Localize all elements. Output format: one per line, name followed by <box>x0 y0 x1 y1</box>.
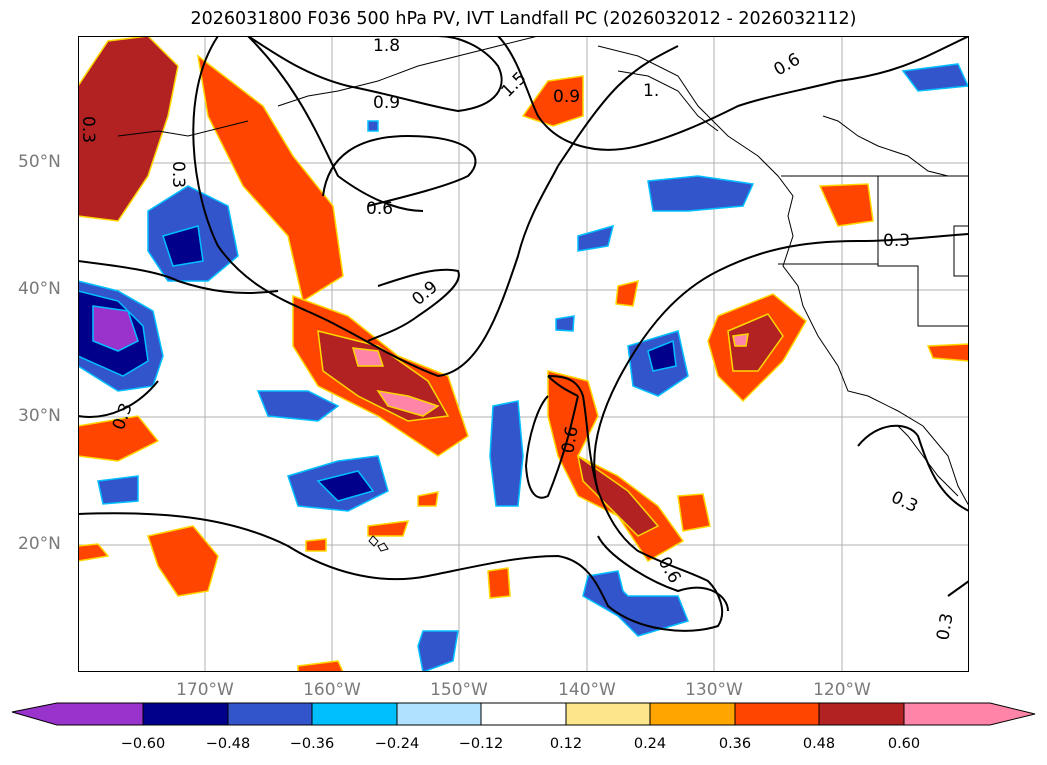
contour-label: 0.3 <box>933 612 957 642</box>
colorbar-tick: −0.36 <box>289 736 335 752</box>
lon-label: 130°W <box>685 680 743 700</box>
colorbar-segment <box>649 702 736 726</box>
contour-label: 0.6 <box>654 554 685 587</box>
pv-positive-sub <box>547 370 685 562</box>
colorbar-segment <box>734 702 820 726</box>
colorbar-segment <box>903 702 1036 726</box>
lat-label: 20°N <box>18 534 61 554</box>
contour-label: 0.3 <box>883 231 910 251</box>
contour-label: 0.9 <box>553 87 580 107</box>
colorbar-segment <box>396 702 482 726</box>
colorbar-tick: 0.12 <box>549 736 583 752</box>
colorbar-segment <box>142 702 229 726</box>
negative-pv-regions <box>78 63 969 672</box>
contour-label: 0.3 <box>888 487 921 517</box>
colorbar-tick: −0.12 <box>458 736 504 752</box>
pv-contours <box>78 36 969 632</box>
colorbar-tick: −0.60 <box>120 736 166 752</box>
colorbar-tick: −0.24 <box>374 736 420 752</box>
lon-label: 140°W <box>558 680 616 700</box>
map-area: 1.8 1.5 0.9 0.9 1. 0.6 0.3 0.3 0.6 0.3 0… <box>78 36 969 672</box>
colorbar-segment <box>565 702 651 726</box>
contour-label: 0.6 <box>771 49 804 80</box>
contour-label: 1. <box>643 81 659 101</box>
contour-label: 1.8 <box>373 36 400 56</box>
colorbar-tick: 0.24 <box>633 736 667 752</box>
colorbar-segment <box>227 702 313 726</box>
contour-label: 0.3 <box>78 116 98 143</box>
contour-label: 1.5 <box>497 68 530 101</box>
positive-pv-regions <box>78 36 969 672</box>
pv-positive-nw <box>78 36 179 222</box>
contour-label: 0.3 <box>168 161 188 188</box>
lat-label: 30°N <box>18 406 61 426</box>
contour-label: 0.6 <box>366 199 393 219</box>
map-title: 2026031800 F036 500 hPa PV, IVT Landfall… <box>190 9 857 29</box>
contour-label: 0.6 <box>558 425 582 455</box>
colorbar-segment <box>311 702 398 726</box>
colorbar-segment <box>11 702 144 726</box>
contour-label: 0.9 <box>408 277 442 310</box>
map-svg: 1.8 1.5 0.9 0.9 1. 0.6 0.3 0.3 0.6 0.3 0… <box>78 36 969 672</box>
lon-label: 120°W <box>813 680 871 700</box>
lat-label: 50°N <box>18 152 61 172</box>
lon-label: 150°W <box>430 680 488 700</box>
pv-positive-band <box>196 54 344 303</box>
colorbar-tick: −0.48 <box>205 736 251 752</box>
colorbar-tick: 0.36 <box>718 736 752 752</box>
lon-label: 160°W <box>303 680 361 700</box>
lat-label: 40°N <box>18 279 61 299</box>
colorbar-segment <box>818 702 905 726</box>
lon-label: 170°W <box>176 680 234 700</box>
colorbar-segment <box>480 702 567 726</box>
colorbar-tick: 0.48 <box>802 736 836 752</box>
colorbar <box>11 702 1036 726</box>
contour-label: 0.9 <box>373 93 400 113</box>
colorbar-tick: 0.60 <box>887 736 921 752</box>
